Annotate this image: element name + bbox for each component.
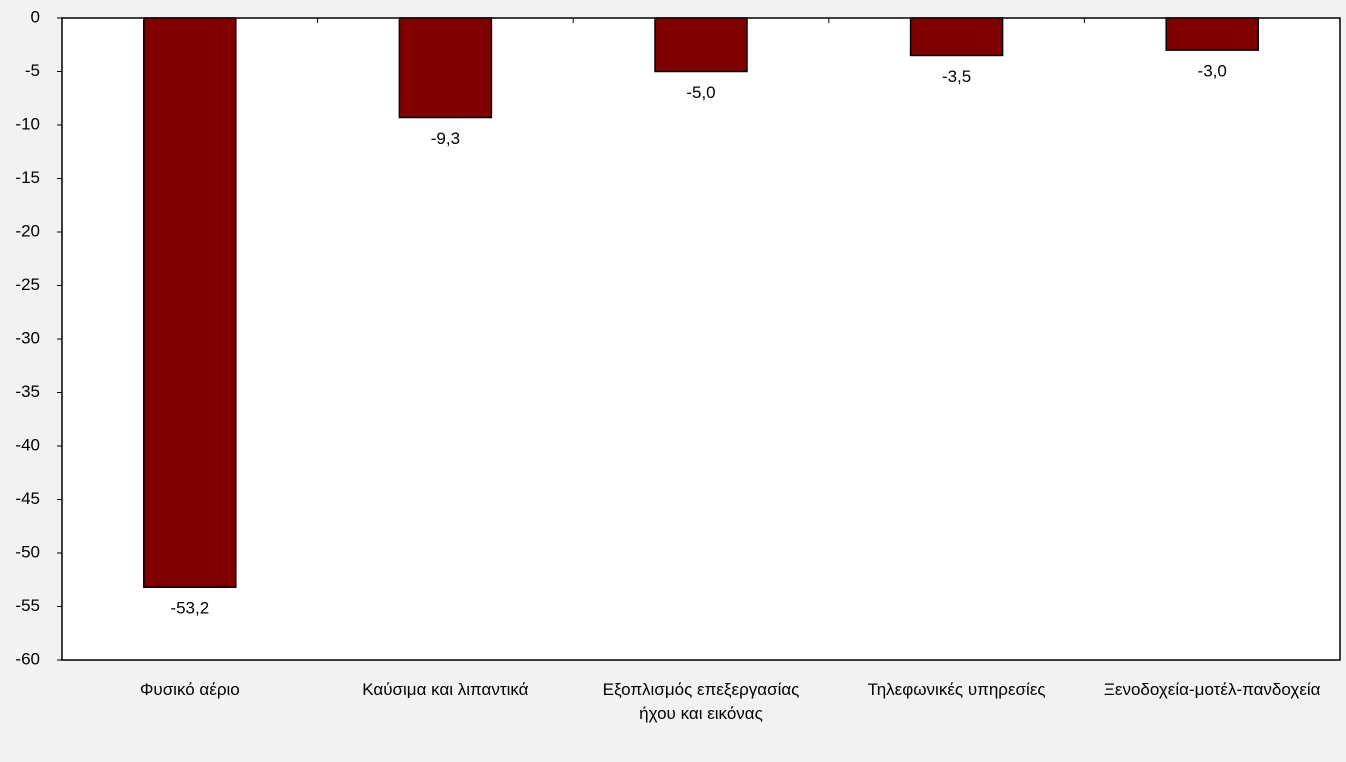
x-tick-label: Φυσικό αέριο <box>139 680 240 699</box>
y-tick-label: -45 <box>15 489 40 508</box>
y-tick-label: -10 <box>15 114 40 133</box>
bar <box>398 17 493 119</box>
x-tick-label: Τηλεφωνικές υπηρεσίες <box>867 680 1046 699</box>
plot-area <box>61 17 1341 661</box>
bar <box>654 17 748 73</box>
y-tick-label: -15 <box>15 168 40 187</box>
value-label: -3,0 <box>1198 62 1227 81</box>
y-tick-label: -30 <box>15 328 40 347</box>
value-label: -3,5 <box>942 67 971 86</box>
x-tick-label: Ξενοδοχεία-μοτέλ-πανδοχεία <box>1103 680 1321 699</box>
value-label: -53,2 <box>170 599 209 618</box>
value-label: -5,0 <box>686 83 715 102</box>
y-tick-label: -25 <box>15 275 40 294</box>
bar <box>909 17 1004 57</box>
y-tick-label: -5 <box>25 61 40 80</box>
y-tick-label: -50 <box>15 542 40 561</box>
y-tick-label: -40 <box>15 435 40 454</box>
y-tick-label: -35 <box>15 382 40 401</box>
y-tick-label: -20 <box>15 221 40 240</box>
y-tick-label: -60 <box>15 649 40 668</box>
bar <box>143 17 237 588</box>
x-tick-label: Εξοπλισμός επεξεργασίας ήχου και εικόνας <box>602 680 800 723</box>
bar <box>1165 17 1259 51</box>
x-tick-label: Καύσιμα και λιπαντικά <box>362 680 529 699</box>
y-tick-label: 0 <box>31 7 40 26</box>
y-tick-label: -55 <box>15 596 40 615</box>
value-label: -9,3 <box>431 129 460 148</box>
